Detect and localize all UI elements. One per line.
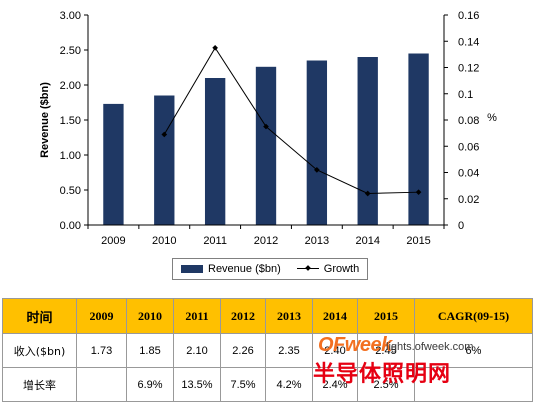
y2-axis-title: % (487, 112, 497, 124)
x-tick-label: 2013 (305, 235, 329, 247)
header-2014: 2014 (312, 298, 358, 334)
header-2010: 2010 (126, 298, 174, 334)
revenue-bar (103, 103, 124, 225)
y-tick-label: 0.50 (60, 185, 81, 197)
y2-tick-label: 0.02 (458, 194, 479, 206)
growth-point (212, 44, 218, 51)
x-tick-label: 2012 (254, 235, 278, 247)
table-cell (76, 367, 127, 402)
growth-point (415, 189, 422, 196)
header-time: 时间 (2, 298, 77, 334)
table-cell: 7.5% (220, 367, 266, 402)
header-cagr: CAGR(09-15) (414, 298, 533, 334)
growth-point (314, 167, 320, 173)
growth-line (161, 44, 422, 197)
growth-polyline (163, 46, 419, 195)
row-label-growth: 增长率 (2, 367, 77, 402)
growth-point (161, 131, 168, 138)
table-cell (414, 367, 533, 402)
table-cell: 6% (414, 333, 533, 368)
table-cell: 6.9% (126, 367, 174, 402)
table-cell: 2.5% (357, 367, 415, 402)
legend-growth-marker (296, 264, 319, 274)
legend-revenue: Revenue ($bn) (181, 263, 281, 275)
ofweek-logo: OFweek (318, 334, 392, 356)
watermark-cn: 半导体照明网 (313, 362, 452, 387)
header-2013: 2013 (265, 298, 313, 334)
chart-legend: Revenue ($bn) Growth (172, 258, 368, 280)
x-tick-label: 2014 (355, 235, 379, 247)
x-tick-label: 2015 (406, 235, 430, 247)
table-cell: 1.85 (126, 333, 174, 368)
y2-tick-label: 0.16 (458, 10, 479, 22)
table-cell: 2.45 (357, 333, 415, 368)
table-cell: 2.10 (173, 333, 221, 368)
y-tick-label: 1.00 (60, 150, 81, 162)
legend-growth: Growth (289, 263, 359, 275)
table-cell: 2.40 (312, 333, 358, 368)
revenue-bar (408, 53, 429, 225)
y2-tick-label: 0.06 (458, 141, 479, 153)
y2-tick-label: 0.12 (458, 63, 479, 75)
revenue-bar (357, 57, 378, 225)
y-tick-label: 0.00 (60, 220, 81, 232)
header-2011: 2011 (173, 298, 221, 334)
table-row-growth: 增长率 6.9% 13.5% 7.5% 4.2% 2.4% 2.5% (2, 367, 533, 402)
header-2009: 2009 (76, 298, 127, 334)
table-header-row: 时间 2009 2010 2011 2012 2013 2014 2015 CA… (2, 298, 533, 334)
revenue-bar (204, 78, 226, 225)
revenue-bars (103, 53, 429, 225)
table-row-revenue: 收入($bn) 1.73 1.85 2.10 2.26 2.35 2.40 2.… (2, 333, 533, 368)
y-tick-label: 2.00 (60, 80, 81, 92)
legend-revenue-label: Revenue ($bn) (208, 263, 281, 275)
y-tick-label: 3.00 (60, 10, 81, 22)
revenue-bar (255, 66, 277, 225)
header-2015: 2015 (357, 298, 415, 334)
revenue-growth-chart: 0.00 0.50 1.00 1.50 2.00 2.50 3.00 0 0.02 0.04 0.0… (39, 10, 497, 247)
table-cell: 1.73 (76, 333, 127, 368)
revenue-bar (306, 60, 328, 225)
row-label-revenue: 收入($bn) (2, 333, 77, 368)
y-tick-label: 1.50 (60, 115, 81, 127)
y2-tick-label: 0 (458, 220, 464, 232)
table-cell: 2.35 (265, 333, 313, 368)
watermark-site: lights.ofweek.com (386, 341, 474, 353)
y2-tick-label: 0.1 (458, 89, 473, 101)
legend-growth-label: Growth (323, 263, 360, 275)
y-axis-title: Revenue ($bn) (39, 82, 51, 158)
y-tick-label: 2.50 (60, 45, 81, 57)
table-cell: 4.2% (265, 367, 313, 402)
header-2012: 2012 (220, 298, 266, 334)
x-tick-label: 2009 (101, 235, 125, 247)
x-tick-label: 2010 (152, 235, 176, 247)
y2-tick-label: 0.08 (458, 115, 479, 127)
table-cell: 2.26 (220, 333, 266, 368)
data-table: 时间 2009 2010 2011 2012 2013 2014 2015 CA… (2, 298, 533, 402)
axes: 0.00 0.50 1.00 1.50 2.00 2.50 3.00 0 0.02 0.04 0.0… (60, 10, 480, 247)
growth-point (263, 123, 269, 130)
revenue-bar (154, 95, 175, 225)
legend-revenue-swatch (181, 265, 203, 273)
growth-point (364, 190, 371, 197)
x-tick-label: 2011 (203, 235, 227, 247)
y2-tick-label: 0.04 (458, 168, 479, 180)
table-cell: 2.4% (312, 367, 358, 402)
table-cell: 13.5% (173, 367, 221, 402)
y2-tick-label: 0.14 (458, 36, 479, 48)
